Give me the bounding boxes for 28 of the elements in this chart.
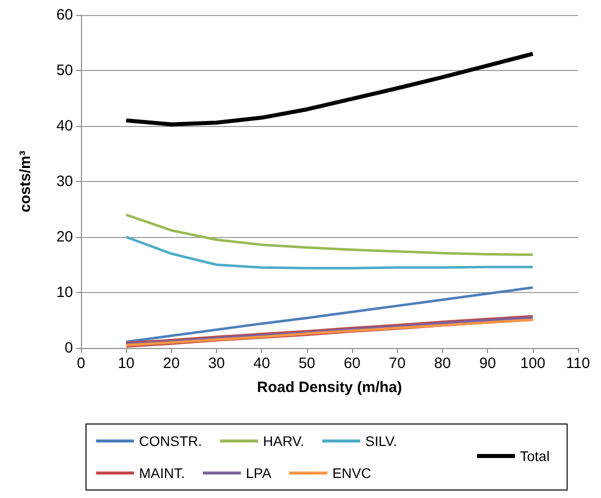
x-tick-label: 30: [208, 355, 225, 372]
x-tick-label: 50: [298, 355, 316, 372]
x-tick-label: 80: [434, 355, 451, 372]
y-tick-label: 20: [56, 228, 73, 246]
legend-label: LPA: [246, 465, 272, 481]
x-tick-label: 60: [344, 355, 360, 372]
x-tick-label: 0: [76, 355, 86, 372]
y-tick-label: 50: [56, 62, 73, 79]
x-tick-label: 110: [566, 355, 590, 372]
legend-label: MAINT.: [139, 465, 185, 481]
y-tick-label: 30: [56, 173, 73, 190]
x-tick-label: 40: [253, 355, 270, 372]
legend-label: ENVC: [332, 465, 372, 481]
y-tick-label: 10: [56, 284, 73, 301]
y-axis-title: costs/m³: [17, 150, 34, 212]
x-tick-label: 20: [163, 355, 180, 372]
y-tick-label: 40: [56, 118, 73, 134]
legend-label: HARV.: [263, 433, 304, 449]
y-tick-label: 0: [64, 340, 73, 356]
y-tick-label: 60: [56, 6, 73, 24]
legend-label: SILV.: [365, 433, 398, 449]
legend-label: CONSTR.: [139, 433, 202, 449]
legend-label: Total: [520, 448, 550, 464]
x-tick-label: 100: [520, 355, 546, 372]
x-tick-label: 70: [388, 355, 406, 372]
x-tick-label: 10: [118, 355, 135, 372]
x-tick-label: 90: [479, 355, 496, 372]
x-axis-title: Road Density (m/ha): [256, 379, 402, 396]
